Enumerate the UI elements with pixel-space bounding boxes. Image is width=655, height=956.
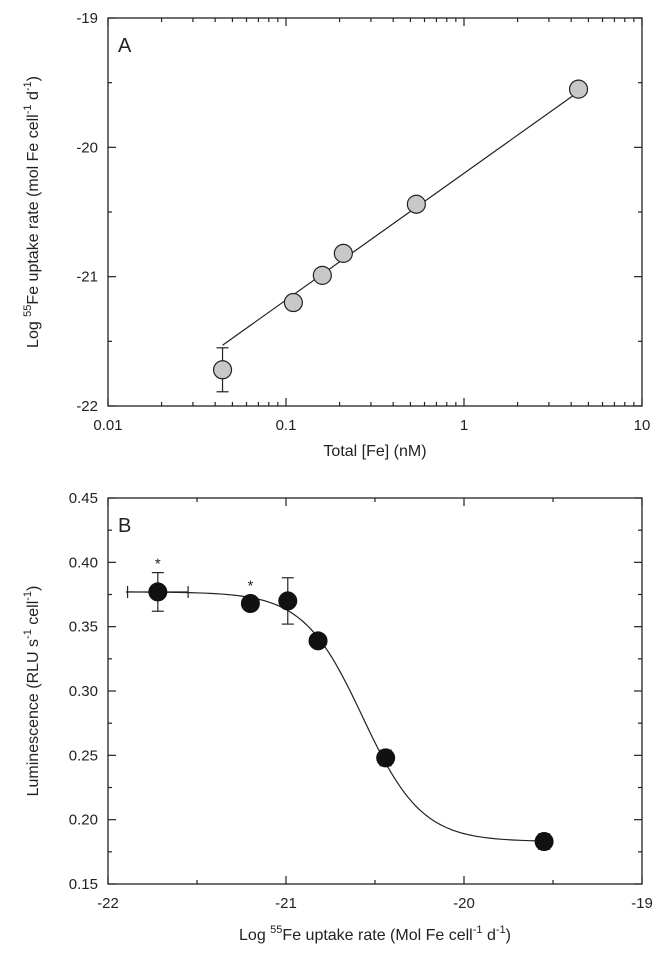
plot-frame-a (107, 17, 643, 407)
y-tick-label: -21 (76, 269, 98, 286)
y-tick-label: 0.30 (69, 683, 98, 700)
plot-frame-b (107, 497, 643, 885)
significance-marker: * (155, 556, 161, 573)
x-tick-label: 1 (460, 417, 468, 434)
x-axis-label-b: Log 55Fe uptake rate (Mol Fe cell-1 d-1) (239, 924, 511, 944)
data-point (308, 631, 328, 651)
y-tick-label: -19 (76, 10, 98, 27)
y-tick-label: 0.20 (69, 812, 98, 829)
sigmoid-fit-curve (125, 591, 545, 842)
x-tick-label: 10 (634, 417, 651, 434)
regression-line (222, 91, 579, 346)
data-point (240, 594, 260, 614)
y-tick-label: 0.40 (69, 554, 98, 571)
panel-letter-b: B (118, 515, 131, 537)
y-tick-label: 0.25 (69, 747, 98, 764)
y-axis-label-b: Luminescence (RLU s-1 cell-1) (22, 586, 42, 797)
data-points-b: ** (126, 556, 554, 852)
data-points-a (212, 79, 589, 393)
axis-ticks-a: 0.01 0.1 1 10 -19 -20 -21 -22 (76, 10, 650, 434)
x-tick-label: -20 (453, 895, 475, 912)
panel-b: B -22 -21 -20 -19 0.15 0.20 0.25 0.30 0.35 0.40 0.… (22, 490, 653, 944)
x-tick-label: 0.1 (276, 417, 297, 434)
x-tick-label: -19 (631, 895, 653, 912)
data-point (406, 194, 426, 214)
panel-letter-a: A (118, 35, 132, 57)
y-tick-label: -20 (76, 139, 98, 156)
data-point (212, 360, 233, 380)
data-point (283, 292, 303, 313)
y-tick-label: 0.15 (69, 876, 98, 893)
sigmoid-fit-path (125, 591, 545, 842)
y-tick-label: 0.35 (69, 619, 98, 636)
data-point (376, 748, 396, 768)
data-point (534, 832, 554, 852)
y-axis-label-a: Log 55Fe uptake rate (mol Fe cell-1 d-1) (22, 76, 42, 348)
panel-a: A 0.01 0.1 1 10 -19 -20 -21 -22 Total [Fe] (nM)… (22, 10, 650, 460)
y-tick-label: 0.45 (69, 490, 98, 507)
data-point (568, 79, 589, 99)
x-tick-label: 0.01 (93, 417, 122, 434)
data-point (278, 591, 298, 611)
significance-marker: * (247, 578, 253, 595)
axis-ticks-b: -22 -21 -20 -19 0.15 0.20 0.25 0.30 0.35 0.40 0.45 (69, 490, 653, 912)
x-axis-label-a: Total [Fe] (nM) (323, 443, 426, 460)
data-point (148, 582, 168, 602)
y-tick-label: -22 (76, 398, 98, 415)
data-point (333, 243, 353, 263)
x-tick-label: -22 (97, 895, 119, 912)
regression-line-segment (222, 91, 579, 346)
x-tick-label: -21 (275, 895, 297, 912)
data-point (312, 265, 332, 285)
